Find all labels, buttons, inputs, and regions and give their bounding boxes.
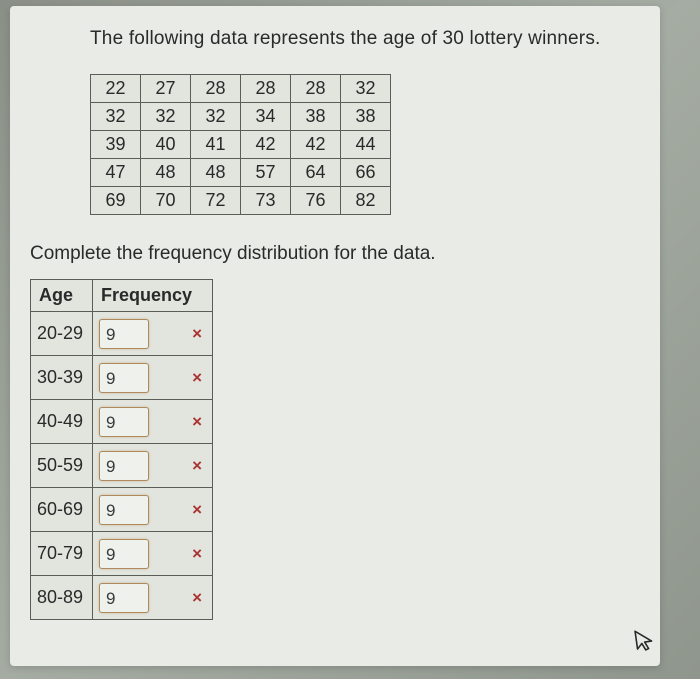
- frequency-input[interactable]: 9: [99, 495, 149, 525]
- table-row: 697072737682: [91, 187, 391, 215]
- freq-row: 60-699×: [31, 488, 213, 532]
- data-cell: 39: [91, 131, 141, 159]
- data-cell: 47: [91, 159, 141, 187]
- data-table: 2227282828323232323438383940414242444748…: [90, 74, 391, 215]
- data-cell: 44: [341, 131, 391, 159]
- frequency-table: Age Frequency 20-299×30-399×40-499×50-59…: [30, 279, 213, 620]
- frequency-cell: 9×: [93, 312, 213, 356]
- table-row: 394041424244: [91, 131, 391, 159]
- incorrect-mark-icon: ×: [192, 544, 202, 564]
- frequency-cell: 9×: [93, 488, 213, 532]
- frequency-input[interactable]: 9: [99, 363, 149, 393]
- age-range-cell: 40-49: [31, 400, 93, 444]
- data-cell: 40: [141, 131, 191, 159]
- data-cell: 64: [291, 159, 341, 187]
- page-content: The following data represents the age of…: [10, 6, 660, 666]
- freq-row: 20-299×: [31, 312, 213, 356]
- frequency-input[interactable]: 9: [99, 583, 149, 613]
- frequency-input[interactable]: 9: [99, 451, 149, 481]
- frequency-cell: 9×: [93, 356, 213, 400]
- incorrect-mark-icon: ×: [192, 412, 202, 432]
- data-cell: 42: [241, 131, 291, 159]
- data-cell: 48: [191, 159, 241, 187]
- freq-row: 80-899×: [31, 576, 213, 620]
- frequency-cell: 9×: [93, 444, 213, 488]
- frequency-cell: 9×: [93, 576, 213, 620]
- data-cell: 22: [91, 75, 141, 103]
- header-age: Age: [31, 280, 93, 312]
- age-range-cell: 60-69: [31, 488, 93, 532]
- prompt-text: The following data represents the age of…: [90, 28, 632, 50]
- data-cell: 48: [141, 159, 191, 187]
- data-cell: 28: [191, 75, 241, 103]
- frequency-input[interactable]: 9: [99, 539, 149, 569]
- data-cell: 72: [191, 187, 241, 215]
- frequency-input[interactable]: 9: [99, 319, 149, 349]
- age-range-cell: 70-79: [31, 532, 93, 576]
- age-range-cell: 50-59: [31, 444, 93, 488]
- table-row: 323232343838: [91, 103, 391, 131]
- data-cell: 32: [91, 103, 141, 131]
- data-cell: 57: [241, 159, 291, 187]
- incorrect-mark-icon: ×: [192, 588, 202, 608]
- incorrect-mark-icon: ×: [192, 456, 202, 476]
- incorrect-mark-icon: ×: [192, 324, 202, 344]
- data-cell: 66: [341, 159, 391, 187]
- incorrect-mark-icon: ×: [192, 368, 202, 388]
- freq-row: 40-499×: [31, 400, 213, 444]
- data-cell: 41: [191, 131, 241, 159]
- data-cell: 38: [341, 103, 391, 131]
- cursor-icon: [632, 627, 658, 663]
- data-cell: 76: [291, 187, 341, 215]
- frequency-cell: 9×: [93, 532, 213, 576]
- data-cell: 70: [141, 187, 191, 215]
- data-cell: 27: [141, 75, 191, 103]
- age-range-cell: 30-39: [31, 356, 93, 400]
- data-cell: 32: [141, 103, 191, 131]
- data-cell: 34: [241, 103, 291, 131]
- frequency-cell: 9×: [93, 400, 213, 444]
- frequency-input[interactable]: 9: [99, 407, 149, 437]
- data-cell: 38: [291, 103, 341, 131]
- header-frequency: Frequency: [93, 280, 213, 312]
- freq-row: 50-599×: [31, 444, 213, 488]
- data-cell: 42: [291, 131, 341, 159]
- data-cell: 28: [241, 75, 291, 103]
- data-cell: 32: [191, 103, 241, 131]
- sub-prompt-text: Complete the frequency distribution for …: [30, 243, 632, 265]
- age-range-cell: 20-29: [31, 312, 93, 356]
- age-range-cell: 80-89: [31, 576, 93, 620]
- incorrect-mark-icon: ×: [192, 500, 202, 520]
- data-cell: 32: [341, 75, 391, 103]
- freq-row: 30-399×: [31, 356, 213, 400]
- table-row: 222728282832: [91, 75, 391, 103]
- data-cell: 82: [341, 187, 391, 215]
- data-cell: 69: [91, 187, 141, 215]
- freq-row: 70-799×: [31, 532, 213, 576]
- data-cell: 73: [241, 187, 291, 215]
- table-row: 474848576466: [91, 159, 391, 187]
- data-cell: 28: [291, 75, 341, 103]
